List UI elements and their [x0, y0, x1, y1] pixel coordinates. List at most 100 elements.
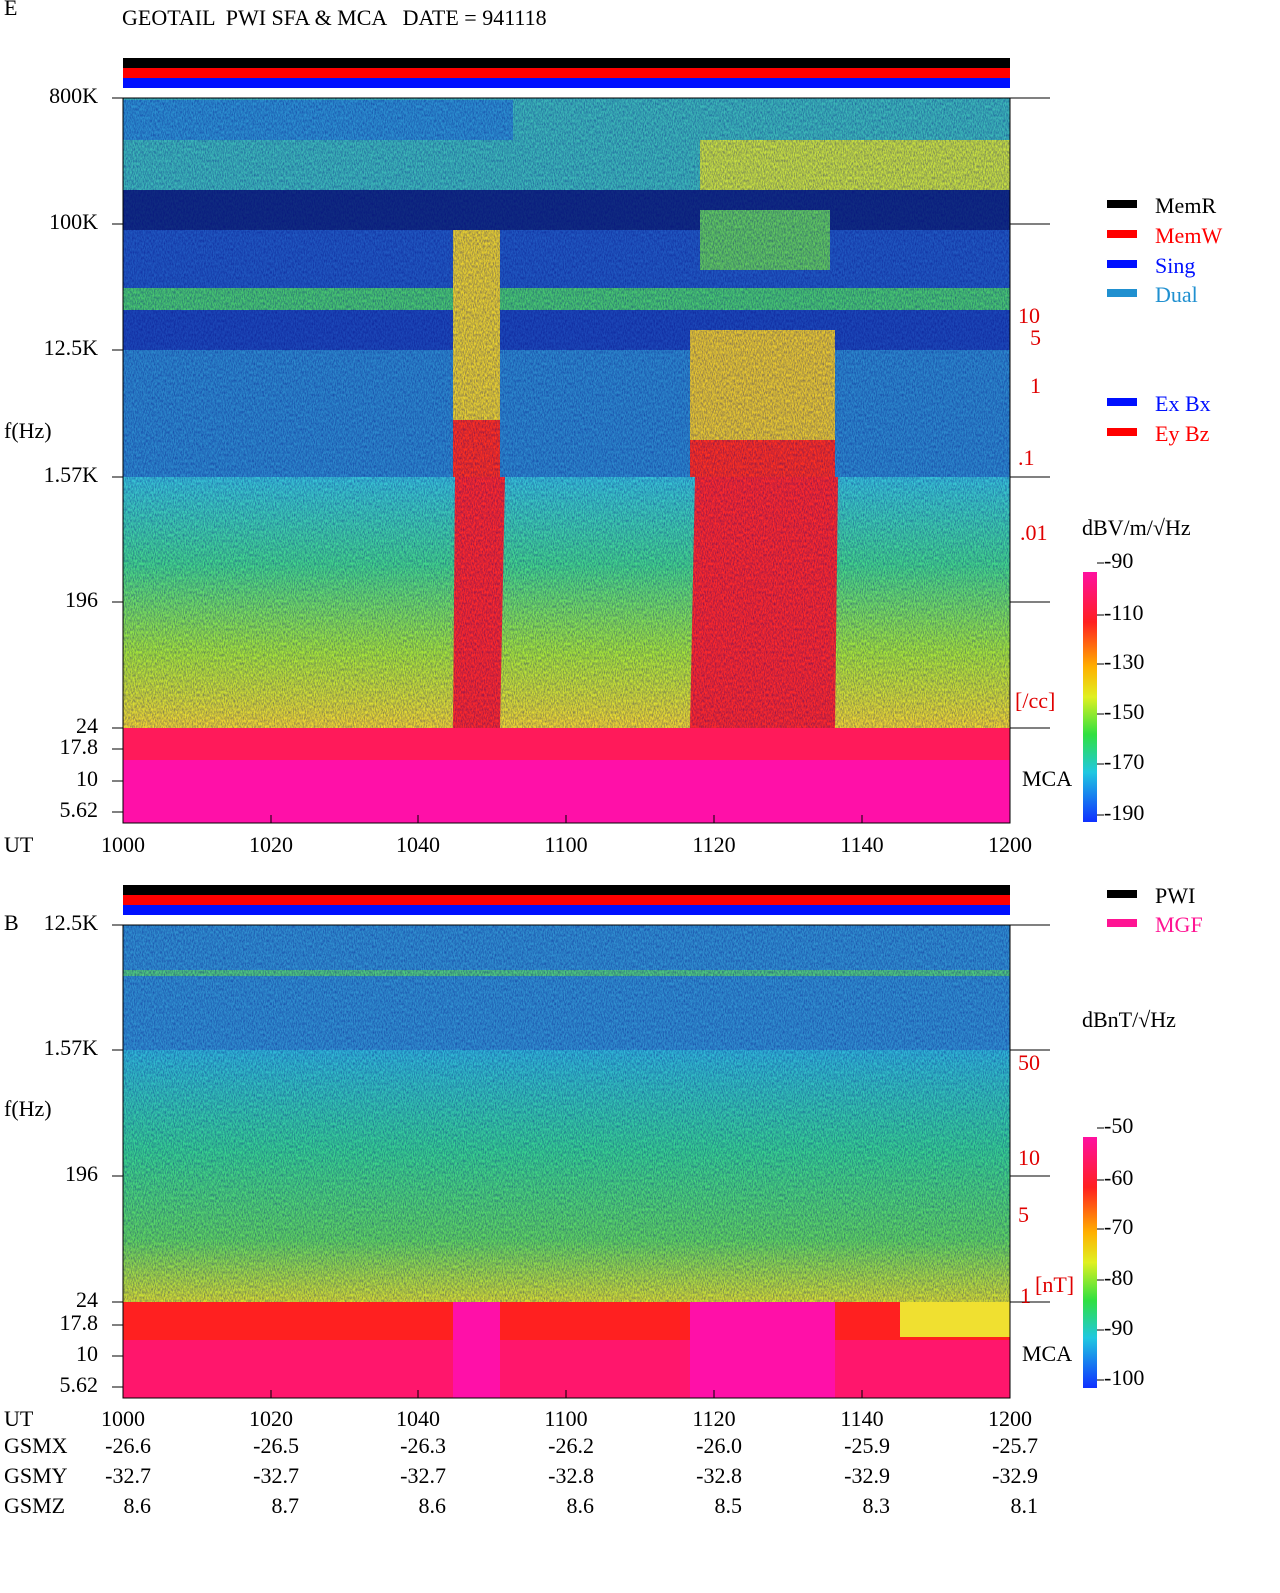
colorbar-tick-label: -150 — [1104, 699, 1144, 724]
b-spectrogram — [123, 925, 1010, 1398]
x-tick-label: 1200 — [988, 1406, 1032, 1431]
density-label: 5 — [1030, 325, 1041, 350]
y-tick-label: 10 — [76, 1341, 98, 1366]
orbit-value: 8.6 — [419, 1493, 447, 1518]
colorbar-title: dBnT/√Hz — [1082, 1007, 1176, 1032]
orbit-value: -32.7 — [253, 1463, 299, 1488]
orbit-value: -32.7 — [105, 1463, 151, 1488]
colorbar — [1083, 572, 1097, 822]
legend-swatch — [1107, 289, 1137, 297]
density-label: [nT] — [1035, 1272, 1074, 1297]
orbit-name: GSMY — [4, 1463, 68, 1488]
y-tick-label: 10 — [76, 766, 98, 791]
x-tick-label: 1020 — [249, 1406, 293, 1431]
x-tick-label: 1040 — [396, 832, 440, 857]
y-tick-label: 24 — [76, 713, 98, 738]
legend-label: MemR — [1155, 193, 1216, 218]
y-tick-label: 196 — [65, 1161, 98, 1186]
density-label: .1 — [1018, 445, 1035, 470]
colorbar-title: dBV/m/√Hz — [1082, 515, 1191, 540]
density-label: 1 — [1030, 373, 1041, 398]
density-label: 5 — [1018, 1202, 1029, 1227]
density-label: 10 — [1018, 1145, 1040, 1170]
panel-label: B — [4, 910, 19, 935]
legend-label: PWI — [1155, 883, 1195, 908]
density-label: .01 — [1020, 520, 1048, 545]
orbit-value: -26.0 — [696, 1433, 742, 1458]
legend-label: Dual — [1155, 282, 1198, 307]
title: GEOTAIL PWI SFA & MCA DATE = 941118 — [122, 5, 547, 30]
density-label: 10 — [1018, 303, 1040, 328]
x-tick-label: 1020 — [249, 832, 293, 857]
y-tick-label: 800K — [49, 83, 98, 108]
y-tick-label: 5.62 — [60, 1372, 99, 1397]
axis-title: f(Hz) — [4, 418, 52, 443]
mca-label: MCA — [1022, 766, 1072, 791]
orbit-value: -26.2 — [548, 1433, 594, 1458]
status-bars — [123, 58, 1010, 915]
density-label: 50 — [1018, 1050, 1040, 1075]
legend-swatch — [1107, 200, 1137, 208]
x-axis-title: UT — [4, 1406, 34, 1431]
legend-label: MGF — [1155, 912, 1203, 937]
y-tick-label: 17.8 — [60, 734, 99, 759]
orbit-value: -26.3 — [400, 1433, 446, 1458]
colorbar-tick-label: -90 — [1104, 1315, 1133, 1340]
orbit-value: -32.9 — [844, 1463, 890, 1488]
orbit-value: 8.6 — [124, 1493, 152, 1518]
orbit-value: 8.7 — [272, 1493, 300, 1518]
orbit-value: -25.7 — [992, 1433, 1038, 1458]
orbit-name: GSMX — [4, 1433, 68, 1458]
legend-label: MemW — [1155, 223, 1222, 248]
axis-title: f(Hz) — [4, 1096, 52, 1121]
orbit-value: -26.5 — [253, 1433, 299, 1458]
x-tick-label: 1140 — [840, 832, 883, 857]
x-tick-label: 1040 — [396, 1406, 440, 1431]
orbit-value: -32.8 — [696, 1463, 742, 1488]
x-tick-label: 1100 — [544, 832, 587, 857]
orbit-value: -32.7 — [400, 1463, 446, 1488]
x-tick-label: 1120 — [692, 832, 735, 857]
orbit-value: 8.3 — [863, 1493, 891, 1518]
x-tick-label: 1200 — [988, 832, 1032, 857]
y-tick-label: 1.57K — [44, 1035, 99, 1060]
legend-label: Sing — [1155, 253, 1195, 278]
orbit-value: -25.9 — [844, 1433, 890, 1458]
y-tick-label: 1.57K — [44, 462, 99, 487]
panel-label: E — [4, 0, 17, 20]
colorbar — [1083, 1137, 1097, 1388]
colorbar-tick-label: -170 — [1104, 749, 1144, 774]
colorbar-tick-label: -70 — [1104, 1214, 1133, 1239]
density-label: [/cc] — [1015, 688, 1055, 713]
legend-swatch — [1107, 890, 1137, 898]
y-tick-label: 24 — [76, 1287, 98, 1312]
legend-swatch — [1107, 230, 1137, 238]
legend-swatch — [1107, 428, 1137, 436]
y-tick-label: 12.5K — [44, 910, 99, 935]
orbit-value: 8.1 — [1011, 1493, 1039, 1518]
colorbar-tick-label: -100 — [1104, 1365, 1144, 1390]
y-tick-label: 100K — [49, 209, 98, 234]
legend-swatch — [1107, 260, 1137, 268]
legend-label: Ey Bz — [1155, 421, 1210, 446]
density-label: 1 — [1020, 1283, 1031, 1308]
colorbar-tick-label: -90 — [1104, 548, 1133, 573]
x-tick-label: 1000 — [101, 1406, 145, 1431]
orbit-value: 8.6 — [567, 1493, 595, 1518]
colorbar-tick-label: -60 — [1104, 1165, 1133, 1190]
y-tick-label: 17.8 — [60, 1310, 99, 1335]
e-spectrogram — [123, 98, 1010, 823]
y-tick-label: 12.5K — [44, 335, 99, 360]
colorbar-tick-label: -110 — [1104, 600, 1144, 625]
x-tick-label: 1140 — [840, 1406, 883, 1431]
orbit-name: GSMZ — [4, 1493, 65, 1518]
x-axis-title: UT — [4, 832, 34, 857]
colorbar-tick-label: -50 — [1104, 1113, 1133, 1138]
y-tick-label: 196 — [65, 587, 98, 612]
x-tick-label: 1120 — [692, 1406, 735, 1431]
orbit-value: -32.8 — [548, 1463, 594, 1488]
colorbar-tick-label: -130 — [1104, 649, 1144, 674]
colorbar-tick-label: -80 — [1104, 1265, 1133, 1290]
x-tick-label: 1000 — [101, 832, 145, 857]
